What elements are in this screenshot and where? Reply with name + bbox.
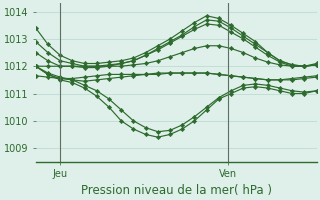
X-axis label: Pression niveau de la mer( hPa ): Pression niveau de la mer( hPa ) [81,184,272,197]
